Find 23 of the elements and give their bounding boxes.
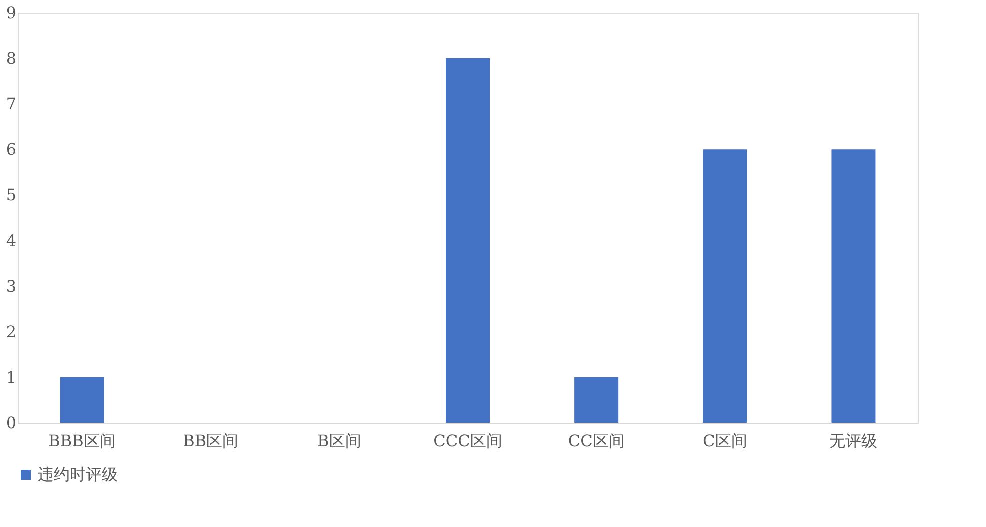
- y-tick-label: 1: [6, 368, 16, 387]
- y-tick-label: 3: [6, 276, 16, 296]
- y-tick-label: 5: [6, 186, 16, 205]
- x-tick-label: C区间: [703, 432, 748, 450]
- legend-label: 违约时评级: [38, 465, 118, 484]
- x-tick-label: BBB区间: [48, 432, 116, 450]
- y-tick-label: 0: [6, 414, 16, 432]
- bar: [60, 377, 104, 423]
- x-tick-label: 无评级: [830, 432, 878, 450]
- bar: [832, 150, 876, 423]
- bar: [574, 377, 619, 423]
- y-tick-label: 8: [6, 49, 16, 68]
- y-tick-label: 2: [6, 322, 16, 342]
- bar: [446, 58, 490, 423]
- y-tick-label: 4: [6, 231, 16, 250]
- y-tick-label: 9: [6, 4, 16, 22]
- bar: [703, 150, 748, 423]
- x-tick-label: CCC区间: [434, 432, 502, 450]
- y-tick-label: 6: [6, 140, 16, 160]
- x-tick-label: CC区间: [568, 432, 625, 450]
- x-tick-label: BB区间: [183, 432, 239, 450]
- y-tick-label: 7: [6, 94, 16, 114]
- x-tick-label: B区间: [318, 432, 362, 450]
